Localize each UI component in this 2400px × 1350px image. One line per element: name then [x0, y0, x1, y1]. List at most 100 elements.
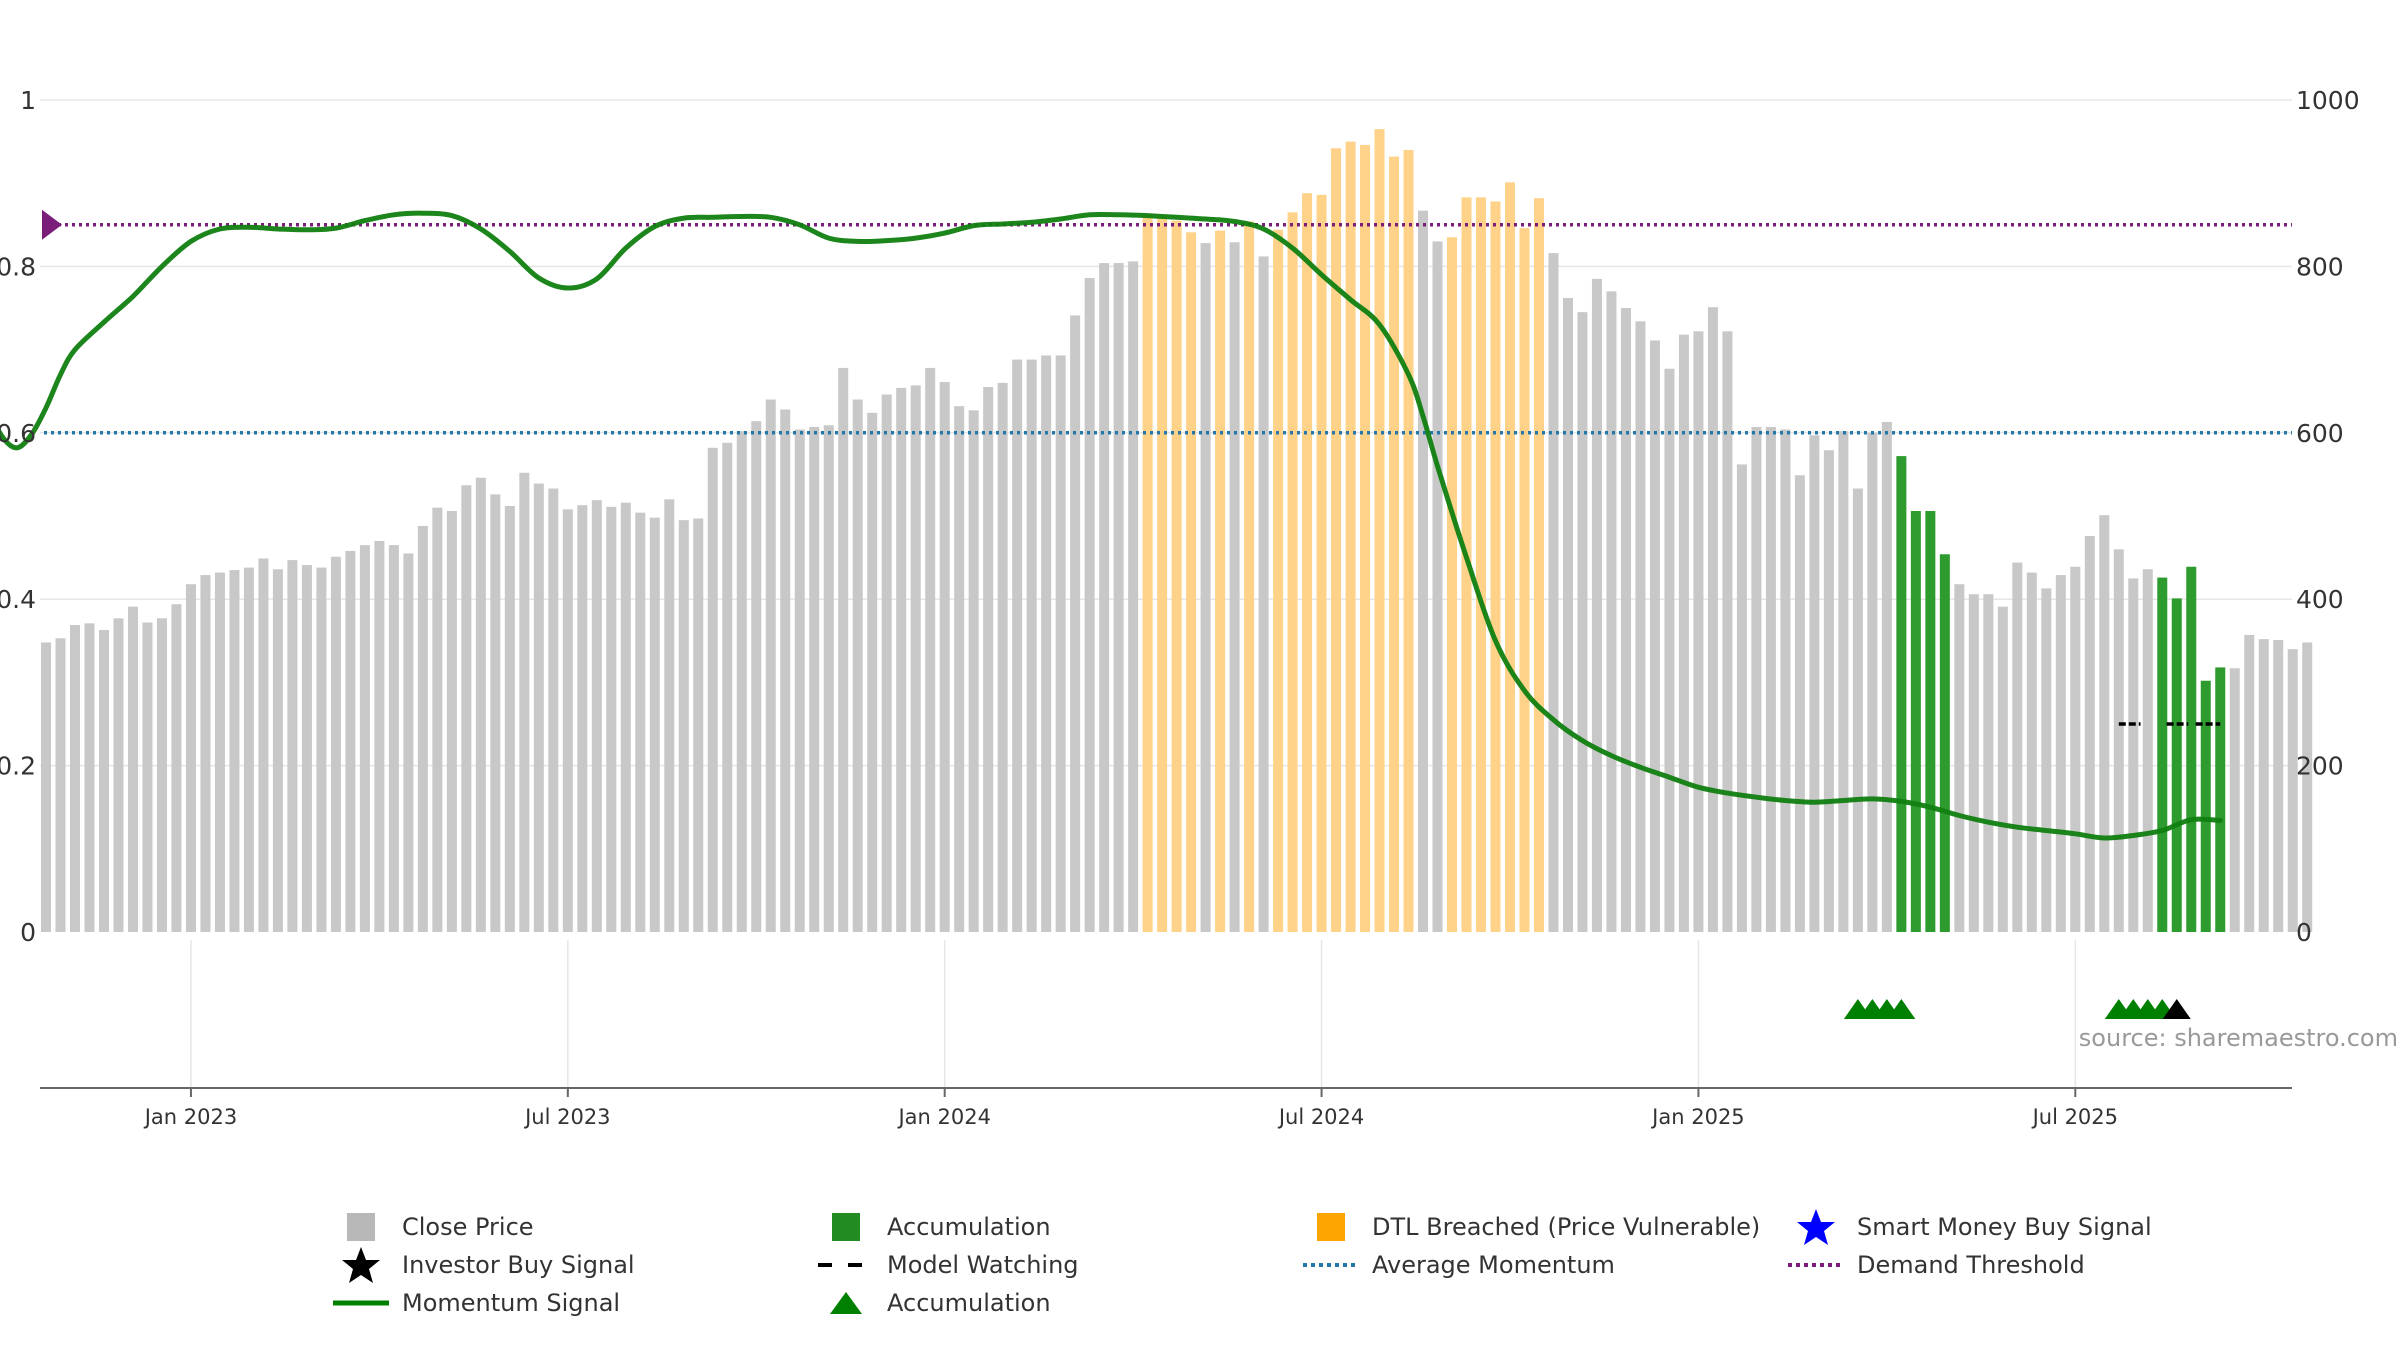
price-bar-gray [1620, 308, 1631, 932]
price-bar-orange [1157, 215, 1168, 932]
price-bar-gray [809, 426, 820, 932]
right-tick-label: 400 [2296, 585, 2344, 614]
legend-item: Accumulation [815, 1208, 1051, 1246]
price-bar-gray [1229, 242, 1240, 932]
legend-item: Model Watching [815, 1246, 1079, 1284]
price-bar-gray [896, 387, 907, 932]
price-bar-gray [1055, 355, 1066, 932]
price-bar-gray [881, 394, 892, 932]
price-bar-gray [417, 525, 428, 932]
price-bar-gray [1736, 464, 1747, 932]
price-bar-gray [823, 425, 834, 932]
right-tick-label: 0 [2296, 918, 2312, 947]
price-bar-gray [2026, 572, 2037, 932]
demand-threshold-marker [42, 209, 62, 240]
price-bar-gray [983, 387, 994, 932]
price-bar-gray [374, 540, 385, 932]
price-bar-gray [1548, 253, 1559, 933]
price-bar-gray [1881, 421, 1892, 932]
price-bar-gray [1693, 331, 1704, 932]
price-bar-gray [722, 442, 733, 932]
legend-label: Demand Threshold [1857, 1251, 2085, 1279]
price-bar-gray [954, 406, 965, 932]
price-bar-gray [388, 545, 399, 932]
price-bar-gray [156, 618, 167, 932]
price-bar-gray [504, 506, 515, 932]
x-tick-label: Jan 2024 [896, 1105, 991, 1129]
price-bar-gray [2128, 578, 2139, 932]
price-bar-orange [1389, 156, 1400, 932]
price-bar-gray [519, 472, 530, 932]
price-bar-gray [635, 512, 646, 932]
price-bar-gray [2287, 649, 2298, 932]
price-bar-orange [1360, 144, 1371, 932]
legend-label: Accumulation [887, 1289, 1051, 1317]
right-tick-label: 200 [2296, 752, 2344, 781]
price-bar-gray [678, 520, 689, 932]
price-bar-gray [229, 570, 240, 932]
price-bar-orange [1331, 148, 1342, 932]
price-bar-gray [55, 638, 66, 932]
x-tick-label: Jul 2023 [523, 1105, 610, 1129]
price-bar-orange [1302, 193, 1313, 932]
price-bar-gray [765, 399, 776, 932]
dashes-icon [815, 1246, 877, 1284]
price-bar-gray [1649, 340, 1660, 932]
legend-item: Momentum Signal [330, 1284, 620, 1322]
reference-lines [42, 209, 2292, 435]
price-bar-gray [997, 382, 1008, 932]
right-axis-ticks: 0 200 400 600 800 1000 [2296, 86, 2360, 947]
price-bar-green [2215, 667, 2226, 932]
price-bar-gray [1954, 584, 1965, 932]
price-bar-gray [1997, 606, 2008, 932]
price-bar-gray [1838, 431, 1849, 932]
price-bar-orange [1374, 129, 1385, 932]
legend-label: Close Price [402, 1213, 534, 1241]
price-bar-gray [2084, 535, 2095, 932]
price-bar-orange [1403, 149, 1414, 933]
triangle-icon [815, 1284, 877, 1322]
price-bar-gray [359, 545, 370, 932]
price-bar-gray [2041, 588, 2052, 932]
x-tick-label: Jul 2025 [2031, 1105, 2118, 1129]
price-bar-gray [736, 431, 747, 932]
price-bar-green [1896, 456, 1907, 932]
left-tick-label: 0.2 [0, 752, 36, 781]
price-bar-orange [1273, 229, 1284, 933]
price-bar-gray [693, 518, 704, 932]
price-bar-gray [780, 409, 791, 932]
left-axis-ticks: 0 0.2 0.4 0.6 0.8 1 [0, 86, 36, 947]
price-bar-gray [1968, 594, 1979, 932]
price-bar-gray [98, 629, 109, 932]
price-bar-gray [1084, 278, 1095, 932]
legend-item: Investor Buy Signal [330, 1246, 635, 1284]
price-bar-gray [1678, 334, 1689, 932]
x-tick-label: Jan 2023 [143, 1105, 238, 1129]
price-bar-gray [1751, 426, 1762, 932]
price-bar-gray [649, 517, 660, 932]
price-bar-gray [475, 477, 486, 932]
price-bar-gray [142, 622, 153, 932]
price-bar-green [1910, 511, 1921, 932]
right-tick-label: 800 [2296, 252, 2344, 281]
price-bar-gray [2229, 668, 2240, 932]
left-tick-label: 1 [20, 86, 36, 115]
price-bar-orange [1287, 212, 1298, 932]
left-tick-label: 0.6 [0, 419, 36, 448]
legend-label: Smart Money Buy Signal [1857, 1213, 2152, 1241]
price-bar-gray [1765, 426, 1776, 932]
price-bar-gray [287, 560, 298, 932]
price-bar-gray [1983, 594, 1994, 932]
price-bar-gray [330, 556, 341, 932]
price-bar-gray [2055, 575, 2066, 932]
price-bar-gray [1722, 331, 1733, 932]
price-bar-gray [185, 584, 196, 932]
price-bar-orange [1447, 237, 1458, 932]
price-bar-gray [548, 488, 559, 932]
price-bar-gray [490, 494, 501, 932]
legend-label: Average Momentum [1372, 1251, 1615, 1279]
price-bar-gray [1041, 355, 1052, 932]
price-bar-gray [1635, 321, 1646, 932]
price-bar-gray [1128, 261, 1139, 932]
price-bar-orange [1533, 198, 1544, 932]
